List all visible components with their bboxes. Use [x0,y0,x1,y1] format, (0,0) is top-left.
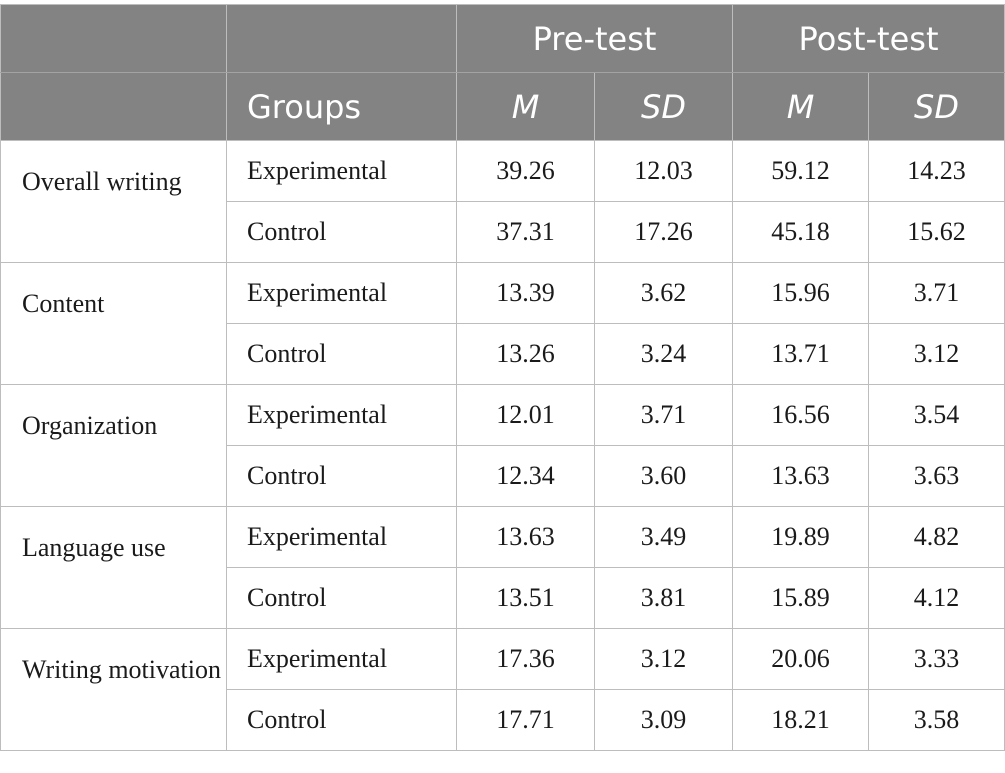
post-sd-value: 14.23 [867,140,1005,202]
groups-header: Groups [226,72,457,141]
table-body: Overall writing Experimental 39.26 12.03 59.… [0,140,1005,751]
measure-label: Language use [0,506,227,629]
results-table: Pre-test Post-test Groups M SD M SD Over… [0,4,1005,751]
pre-m-value: 37.31 [456,201,595,263]
table-row: Writing motivation Experimental 17.36 3.12 2… [0,628,1005,751]
post-m-value: 13.63 [732,445,869,507]
pre-sd-header: SD [594,72,733,141]
table-row: Language use Experimental 13.63 3.49 19.89 4.… [0,506,1005,629]
pre-m-value: 13.63 [456,506,595,568]
pre-sd-value: 3.09 [594,689,733,751]
post-m-value: 13.71 [732,323,869,385]
header-blank-cell [226,4,457,73]
pre-sd-value: 12.03 [594,140,733,202]
table-row: Control 12.34 3.60 13.63 3.63 [1,445,1005,507]
post-m-value: 16.56 [732,384,869,446]
table-row: Control 13.26 3.24 13.71 3.12 [1,323,1005,385]
header-blank-cell [0,72,227,141]
post-sd-value: 15.62 [867,201,1005,263]
table-row: Organization Experimental 12.01 3.71 16.56 3.… [0,384,1005,507]
post-sd-value: 3.33 [867,628,1005,690]
group-name: Control [226,323,457,385]
pre-sd-value: 3.62 [594,262,733,324]
pre-m-value: 13.39 [456,262,595,324]
table-row: Content Experimental 13.39 3.62 15.96 3.71 [0,262,1005,385]
group-name: Experimental [226,140,457,202]
post-m-value: 59.12 [732,140,869,202]
pre-m-header: M [456,72,595,141]
pre-sd-value: 3.60 [594,445,733,507]
group-name: Control [226,567,457,629]
pre-sd-value: 3.24 [594,323,733,385]
measure-label: Overall writing [0,140,227,263]
post-sd-value: 3.54 [867,384,1005,446]
pre-m-value: 17.71 [456,689,595,751]
post-m-value: 15.89 [732,567,869,629]
post-m-value: 45.18 [732,201,869,263]
header-blank-cell [0,4,227,73]
table-row: Control 17.71 3.09 18.21 3.58 [1,689,1005,751]
group-name: Experimental [226,384,457,446]
post-m-value: 18.21 [732,689,869,751]
measure-label: Organization [0,384,227,507]
pre-test-header: Pre-test [456,4,733,73]
pre-sd-value: 3.49 [594,506,733,568]
table-row: Control 13.51 3.81 15.89 4.12 [1,567,1005,629]
post-sd-value: 3.63 [867,445,1005,507]
post-sd-value: 4.12 [867,567,1005,629]
pre-sd-value: 17.26 [594,201,733,263]
pre-m-value: 13.51 [456,567,595,629]
post-test-header: Post-test [731,4,1005,73]
measure-label: Content [0,262,227,385]
post-m-value: 19.89 [732,506,869,568]
pre-m-value: 17.36 [456,628,595,690]
group-name: Control [226,201,457,263]
post-sd-value: 3.71 [867,262,1005,324]
pre-m-value: 13.26 [456,323,595,385]
pre-sd-value: 3.71 [594,384,733,446]
post-m-header: M [732,72,869,141]
pre-m-value: 12.34 [456,445,595,507]
post-sd-value: 4.82 [867,506,1005,568]
group-name: Experimental [226,506,457,568]
pre-m-value: 12.01 [456,384,595,446]
post-sd-value: 3.12 [867,323,1005,385]
post-sd-value: 3.58 [867,689,1005,751]
table-row: Overall writing Experimental 39.26 12.03 59.… [0,140,1005,263]
pre-sd-value: 3.81 [594,567,733,629]
header-row-2: Groups M SD M SD [0,72,1005,141]
group-name: Experimental [226,262,457,324]
group-name: Control [226,689,457,751]
header-row-1: Pre-test Post-test [0,4,1005,73]
post-m-value: 20.06 [732,628,869,690]
measure-label: Writing motivation [0,628,227,751]
group-name: Control [226,445,457,507]
post-sd-header: SD [867,72,1005,141]
pre-m-value: 39.26 [456,140,595,202]
post-m-value: 15.96 [732,262,869,324]
group-name: Experimental [226,628,457,690]
pre-sd-value: 3.12 [594,628,733,690]
